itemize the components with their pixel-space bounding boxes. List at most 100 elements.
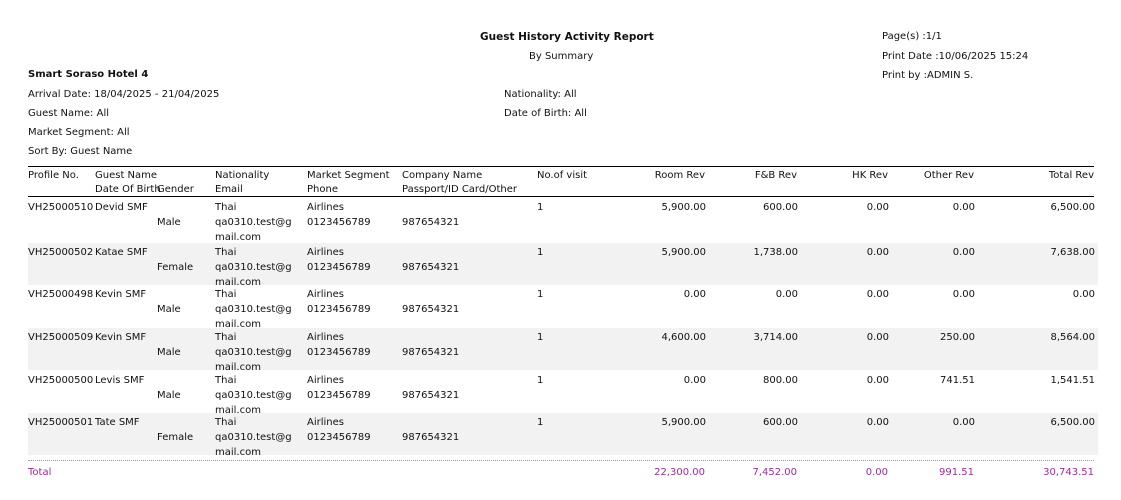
total-fb-rev: 7,452.00 [752,467,797,478]
report-subtitle: By Summary [529,51,594,62]
hotel-name: Smart Soraso Hotel 4 [28,69,149,80]
cell-market-segment: Airlines [307,375,344,386]
cell-phone: 0123456789 [307,304,371,315]
cell-total-rev: 8,564.00 [1050,332,1095,343]
table-row: VH25000502 Katae SMF Female Thai qa0310.test… [28,243,1098,288]
cell-guest-name: Tate SMF [95,417,140,428]
total-label: Total [28,467,52,478]
col-dob: Date Of Birth [95,184,161,195]
cell-visits: 1 [537,375,544,386]
cell-profile: VH25000500 [28,375,94,386]
col-market: Market Segment [307,170,390,181]
cell-phone: 0123456789 [307,217,371,228]
col-email: Email [215,184,243,195]
cell-visits: 1 [537,417,544,428]
col-hk-rev: HK Rev [852,170,888,181]
cell-market-segment: Airlines [307,202,344,213]
cell-other-rev: 250.00 [940,332,975,343]
col-visits: No.of visit [537,170,588,181]
cell-gender: Male [157,217,181,228]
cell-guest-name: Kevin SMF [95,332,147,343]
cell-total-rev: 6,500.00 [1050,417,1095,428]
cell-room-rev: 4,600.00 [661,332,706,343]
total-hk-rev: 0.00 [865,467,888,478]
cell-guest-name: Levis SMF [95,375,145,386]
cell-profile: VH25000498 [28,289,94,300]
cell-visits: 1 [537,332,544,343]
filter-market-segment: Market Segment: All [28,127,130,138]
cell-other-rev: 0.00 [952,289,975,300]
cell-market-segment: Airlines [307,247,344,258]
cell-room-rev: 5,900.00 [661,202,706,213]
cell-email-cont: mail.com [215,447,261,458]
cell-nationality: Thai [215,332,237,343]
cell-email-cont: mail.com [215,362,261,373]
col-fb-rev: F&B Rev [754,170,797,181]
cell-passport: 987654321 [402,262,460,273]
report-title: Guest History Activity Report [480,31,654,43]
cell-nationality: Thai [215,417,237,428]
table-row: VH25000510 Devid SMF Male Thai qa0310.test@g… [28,198,1098,243]
cell-phone: 0123456789 [307,432,371,443]
total-total-rev: 30,743.51 [1043,467,1094,478]
table-row: VH25000509 Kevin SMF Male Thai qa0310.test@g… [28,328,1098,373]
cell-hk-rev: 0.00 [866,332,889,343]
cell-visits: 1 [537,247,544,258]
cell-passport: 987654321 [402,217,460,228]
cell-profile: VH25000509 [28,332,94,343]
cell-hk-rev: 0.00 [866,289,889,300]
filter-nationality: Nationality: All [504,89,577,100]
filter-arrival-date: Arrival Date: 18/04/2025 - 21/04/2025 [28,89,220,100]
cell-room-rev: 5,900.00 [661,247,706,258]
cell-gender: Female [157,262,194,273]
cell-room-rev: 0.00 [683,375,706,386]
cell-email: qa0310.test@g [215,432,292,443]
cell-other-rev: 0.00 [952,417,975,428]
header-bottom-rule [28,196,1094,197]
total-room-rev: 22,300.00 [654,467,705,478]
print-by: Print by :ADMIN S. [882,70,974,81]
cell-room-rev: 5,900.00 [661,417,706,428]
cell-market-segment: Airlines [307,417,344,428]
cell-total-rev: 0.00 [1072,289,1095,300]
cell-hk-rev: 0.00 [866,375,889,386]
cell-market-segment: Airlines [307,289,344,300]
cell-fb-rev: 600.00 [763,202,798,213]
cell-passport: 987654321 [402,304,460,315]
cell-profile: VH25000510 [28,202,94,213]
col-passport: Passport/ID Card/Other [402,184,517,195]
filter-sort-by: Sort By: Guest Name [28,146,133,157]
cell-visits: 1 [537,202,544,213]
cell-other-rev: 0.00 [952,247,975,258]
page-count: Page(s) :1/1 [882,31,942,42]
cell-hk-rev: 0.00 [866,247,889,258]
print-date: Print Date :10/06/2025 15:24 [882,51,1029,62]
cell-passport: 987654321 [402,432,460,443]
cell-profile: VH25000501 [28,417,94,428]
cell-other-rev: 0.00 [952,202,975,213]
cell-nationality: Thai [215,289,237,300]
cell-email: qa0310.test@g [215,262,292,273]
header-top-rule [28,166,1094,167]
cell-fb-rev: 3,714.00 [753,332,798,343]
cell-room-rev: 0.00 [683,289,706,300]
cell-hk-rev: 0.00 [866,417,889,428]
table-row: VH25000501 Tate SMF Female Thai qa0310.test@… [28,413,1098,458]
cell-email: qa0310.test@g [215,304,292,315]
cell-guest-name: Katae SMF [95,247,148,258]
col-gender: Gender [157,184,194,195]
cell-email: qa0310.test@g [215,390,292,401]
cell-visits: 1 [537,289,544,300]
filter-guest-name: Guest Name: All [28,108,109,119]
cell-nationality: Thai [215,375,237,386]
table-row: VH25000498 Kevin SMF Male Thai qa0310.test@g… [28,285,1098,330]
col-room-rev: Room Rev [654,170,705,181]
cell-market-segment: Airlines [307,332,344,343]
cell-phone: 0123456789 [307,347,371,358]
cell-total-rev: 1,541.51 [1050,375,1095,386]
cell-phone: 0123456789 [307,262,371,273]
cell-email: qa0310.test@g [215,217,292,228]
cell-guest-name: Kevin SMF [95,289,147,300]
cell-email-cont: mail.com [215,232,261,243]
col-nationality: Nationality [215,170,270,181]
